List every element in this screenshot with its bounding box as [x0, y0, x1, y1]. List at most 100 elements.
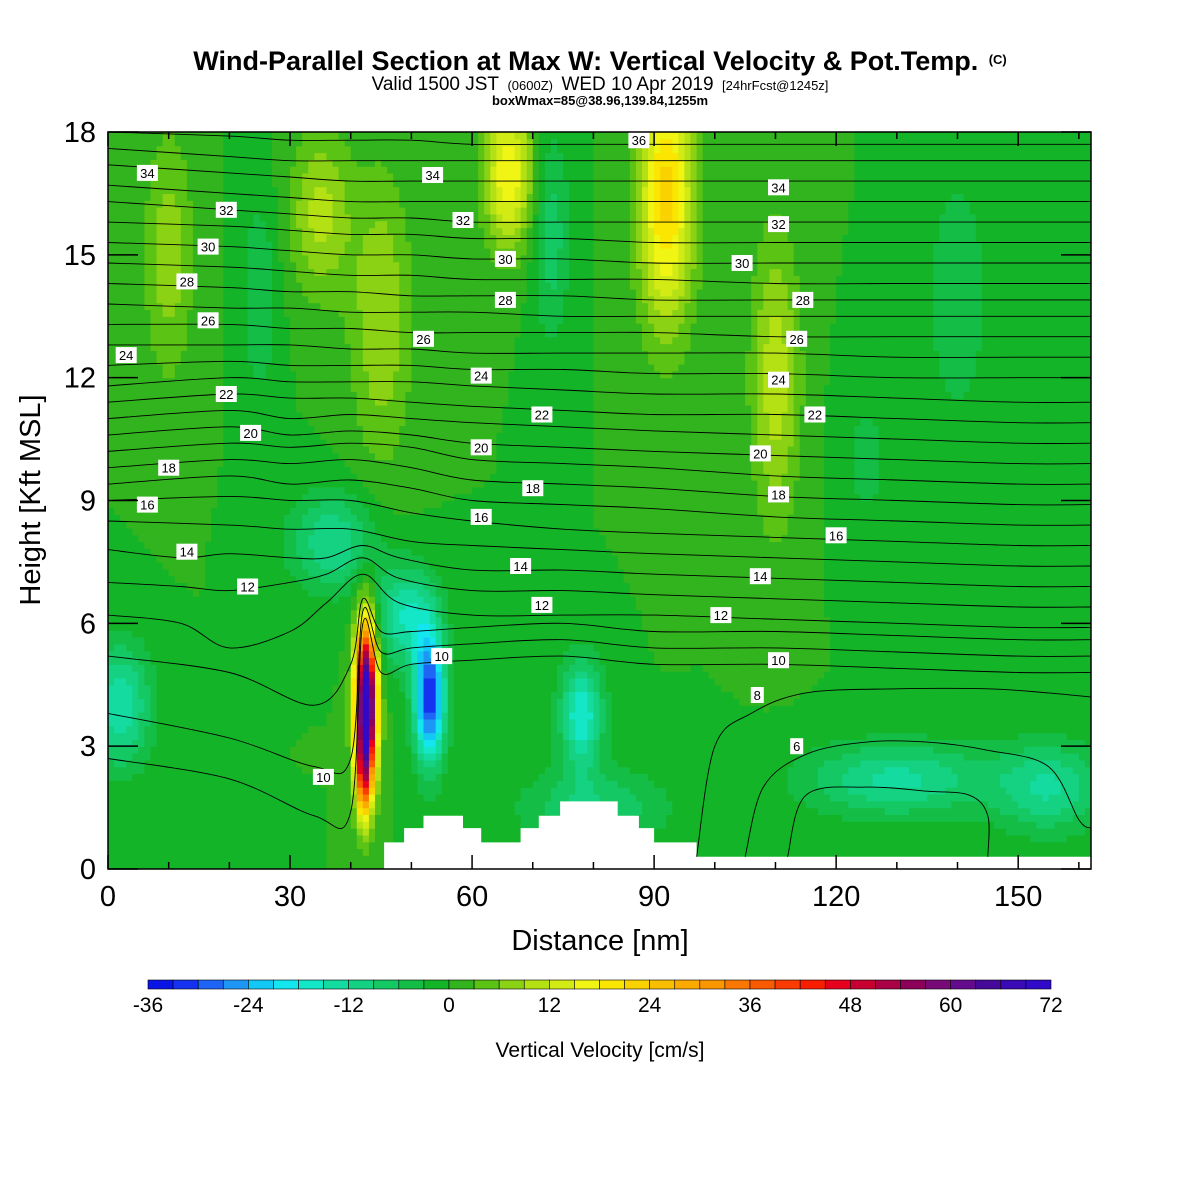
w-cell — [817, 746, 825, 754]
w-cell — [126, 718, 133, 727]
w-cell — [259, 759, 267, 768]
w-cell — [817, 725, 825, 734]
w-cell — [405, 712, 412, 720]
w-cell — [575, 725, 582, 734]
w-cell — [235, 828, 243, 836]
w-cell — [557, 691, 564, 699]
w-cell — [1078, 834, 1086, 843]
w-cell — [308, 712, 315, 720]
w-cell — [623, 684, 631, 693]
w-cell — [872, 725, 880, 734]
w-cell — [890, 677, 898, 686]
w-cell — [205, 684, 212, 693]
w-cell — [1072, 752, 1080, 761]
w-cell — [769, 821, 777, 829]
w-cell — [520, 766, 528, 775]
w-cell — [1060, 759, 1068, 768]
w-cell — [605, 752, 613, 761]
w-cell — [933, 766, 940, 775]
w-cell — [726, 712, 734, 720]
w-cell — [544, 766, 552, 775]
w-cell — [939, 664, 946, 672]
w-cell — [108, 746, 115, 754]
w-cell — [575, 698, 582, 706]
w-cell — [550, 718, 558, 727]
w-cell — [180, 814, 188, 822]
w-cell — [593, 739, 601, 747]
w-cell — [217, 671, 224, 679]
w-cell — [265, 787, 273, 795]
w-cell — [241, 657, 249, 665]
w-cell — [775, 725, 783, 734]
w-cell — [799, 800, 807, 809]
w-cell — [259, 834, 267, 843]
w-cell — [842, 718, 849, 727]
w-cell — [332, 821, 340, 829]
w-cell — [387, 664, 394, 672]
w-cell — [666, 657, 673, 665]
w-cell — [478, 664, 485, 672]
w-cell — [921, 766, 928, 775]
w-cell — [575, 671, 582, 679]
w-cell — [259, 841, 267, 850]
w-cell — [538, 800, 546, 809]
w-cell — [569, 793, 576, 802]
w-cell — [1054, 787, 1062, 795]
w-cell — [945, 787, 953, 795]
w-cell — [872, 671, 880, 679]
w-cell — [660, 793, 667, 802]
w-cell — [714, 759, 722, 768]
w-cell — [381, 814, 388, 822]
w-cell — [296, 821, 303, 829]
w-cell — [326, 814, 334, 822]
w-cell — [1042, 671, 1050, 679]
w-cell — [927, 787, 934, 795]
w-cell — [714, 787, 722, 795]
w-cell — [180, 759, 188, 768]
w-cell — [484, 691, 491, 699]
w-cell — [296, 739, 303, 747]
w-cell — [229, 691, 237, 699]
w-cell — [933, 671, 940, 679]
w-cell — [544, 698, 552, 706]
w-cell — [532, 793, 540, 802]
w-cell — [259, 712, 267, 720]
w-cell — [235, 718, 243, 727]
w-cell — [192, 705, 200, 713]
w-cell — [1024, 834, 1031, 843]
w-cell — [890, 787, 898, 795]
w-cell — [532, 780, 540, 788]
w-cell — [672, 712, 679, 720]
w-cell — [344, 766, 352, 775]
w-cell — [526, 732, 534, 740]
w-cell — [211, 821, 218, 829]
w-cell — [199, 793, 206, 802]
w-cell — [217, 855, 224, 863]
w-cell — [1060, 705, 1068, 713]
w-cell — [987, 821, 995, 829]
w-cell — [265, 821, 273, 829]
w-cell — [490, 793, 497, 802]
w-cell — [896, 677, 904, 686]
w-cell — [575, 739, 582, 747]
w-cell — [271, 807, 279, 815]
w-cell — [860, 671, 868, 679]
valid-utc-label: (0600Z) — [507, 78, 553, 93]
w-cell — [720, 664, 728, 672]
w-cell — [302, 657, 309, 665]
w-cell — [217, 862, 224, 869]
w-cell — [362, 725, 370, 734]
w-cell — [824, 677, 831, 686]
w-cell — [459, 657, 467, 665]
w-cell — [405, 725, 412, 734]
w-cell — [836, 671, 843, 679]
w-cell — [726, 671, 734, 679]
w-cell — [781, 712, 789, 720]
w-cell — [672, 732, 679, 740]
w-cell — [866, 725, 874, 734]
w-cell — [769, 684, 777, 693]
w-cell — [1084, 766, 1091, 775]
w-cell — [126, 712, 133, 720]
w-cell — [283, 746, 291, 754]
w-cell — [975, 752, 983, 761]
